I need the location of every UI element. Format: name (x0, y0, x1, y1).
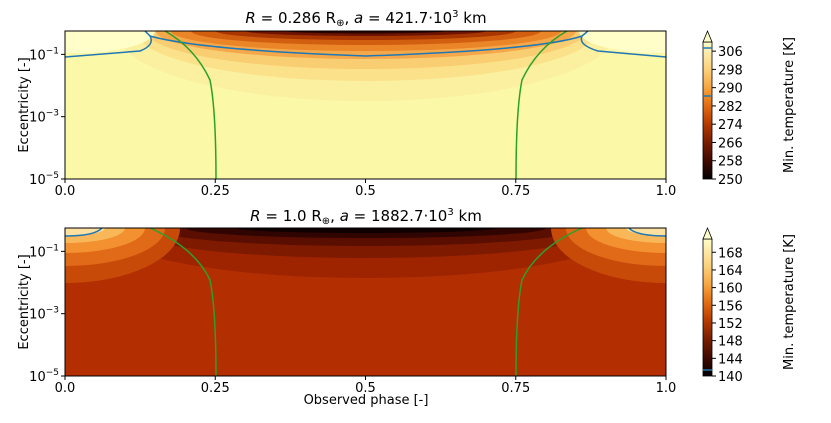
panel-bottom-colorbar-label: Min. temperature [K] (782, 234, 797, 370)
panel-bottom-colorbar (702, 238, 713, 377)
x-tick-label: 0.0 (55, 381, 76, 396)
panel-top-colorbar-ticks: 250 258 266 274 282 290 298 306 (712, 45, 743, 188)
contour-line-phase (164, 31, 217, 179)
panel-top-ticks: 0.0 0.25 0.5 0.75 1.0 10−1 10−3 10−5 (29, 46, 676, 199)
colorbar-tick-label: 152 (718, 317, 743, 332)
heat-band-top (286, 31, 446, 34)
contour-line-phase (515, 228, 583, 376)
heat-hot-corner-bottom-right (626, 228, 666, 236)
panel-bottom-ylabel: Eccentricity [-] (17, 254, 32, 349)
colorbar-tick-label: 168 (718, 246, 743, 261)
contour-line-temperature (149, 35, 583, 57)
colorbar-tick-label: 148 (718, 335, 743, 350)
colorbar-tick-label: 266 (718, 136, 743, 151)
colorbar-tick-label: 282 (718, 100, 743, 115)
panel-bottom-title: R = 1.0 R⊕, a = 1882.7·103 km (250, 207, 482, 227)
heat-band-bottom (236, 228, 496, 233)
panel-bottom: R = 1.0 R⊕, a = 1882.7·103 km Eccentric (17, 207, 797, 408)
panel-top-title: R = 0.286 R⊕, a = 421.7·103 km (245, 9, 486, 29)
x-tick-label: 0.5 (355, 184, 376, 199)
panel-top-ylabel: Eccentricity [-] (17, 57, 32, 152)
colorbar-tick-label: 298 (718, 63, 743, 78)
x-tick-label: 0.5 (355, 381, 376, 396)
y-tick-label: 10−5 (29, 368, 59, 385)
heat-hot-corner-top-right (579, 31, 666, 53)
colorbar-tick-label: 156 (718, 299, 743, 314)
panel-bottom-heatmap (65, 228, 666, 376)
contour-line-temperature (628, 228, 666, 237)
colorbar-tick-label: 140 (718, 370, 743, 385)
panel-bottom-ticks: 0.0 0.25 0.5 0.75 1.0 10−1 10−3 10−5 (29, 243, 676, 396)
colorbar-tick-label: 306 (718, 45, 743, 60)
y-tick-label: 10−3 (29, 306, 59, 323)
x-tick-label: 1.0 (656, 381, 677, 396)
x-tick-label: 0.25 (201, 184, 230, 199)
panel-top-colorbar (702, 41, 713, 180)
heat-hot-corner-top-left (65, 31, 155, 53)
x-tick-label: 0.75 (501, 184, 530, 199)
panel-top: R = 0.286 R⊕, a = 421.7·103 km Eccentric… (17, 9, 797, 199)
contour-line-temperature (580, 31, 666, 58)
y-tick-label: 10−3 (29, 109, 59, 126)
heat-hot-corner-bottom-left (65, 228, 105, 236)
panel-top-colorbar-label: Min. temperature [K] (782, 37, 797, 173)
colorbar-extend-arrow-bottom (702, 226, 713, 240)
colorbar-tick-label: 274 (718, 118, 743, 133)
panel-bottom-xlabel: Observed phase [-] (304, 393, 429, 408)
colorbar-tick-label: 164 (718, 264, 743, 279)
colorbar-tick-label: 290 (718, 82, 743, 97)
contour-line-temperature (65, 228, 103, 237)
colorbar-tick-label: 160 (718, 282, 743, 297)
x-tick-label: 0.25 (201, 381, 230, 396)
y-tick-label: 10−5 (29, 171, 59, 188)
colorbar-tick-label: 250 (718, 173, 743, 188)
colorbar-tick-label: 258 (718, 155, 743, 170)
colorbar-tick-label: 144 (718, 352, 743, 367)
x-tick-label: 0.0 (55, 184, 76, 199)
y-tick-label: 10−1 (29, 243, 59, 260)
colorbar-extend-arrow-top (702, 29, 713, 43)
x-tick-label: 0.75 (501, 381, 530, 396)
x-tick-label: 1.0 (656, 184, 677, 199)
panel-bottom-colorbar-ticks: 140 144 148 152 156 160 164 168 (712, 246, 743, 385)
y-tick-label: 10−1 (29, 46, 59, 63)
contour-line-phase (515, 31, 568, 179)
contour-line-phase (149, 228, 217, 376)
panel-top-heatmap (65, 31, 666, 179)
